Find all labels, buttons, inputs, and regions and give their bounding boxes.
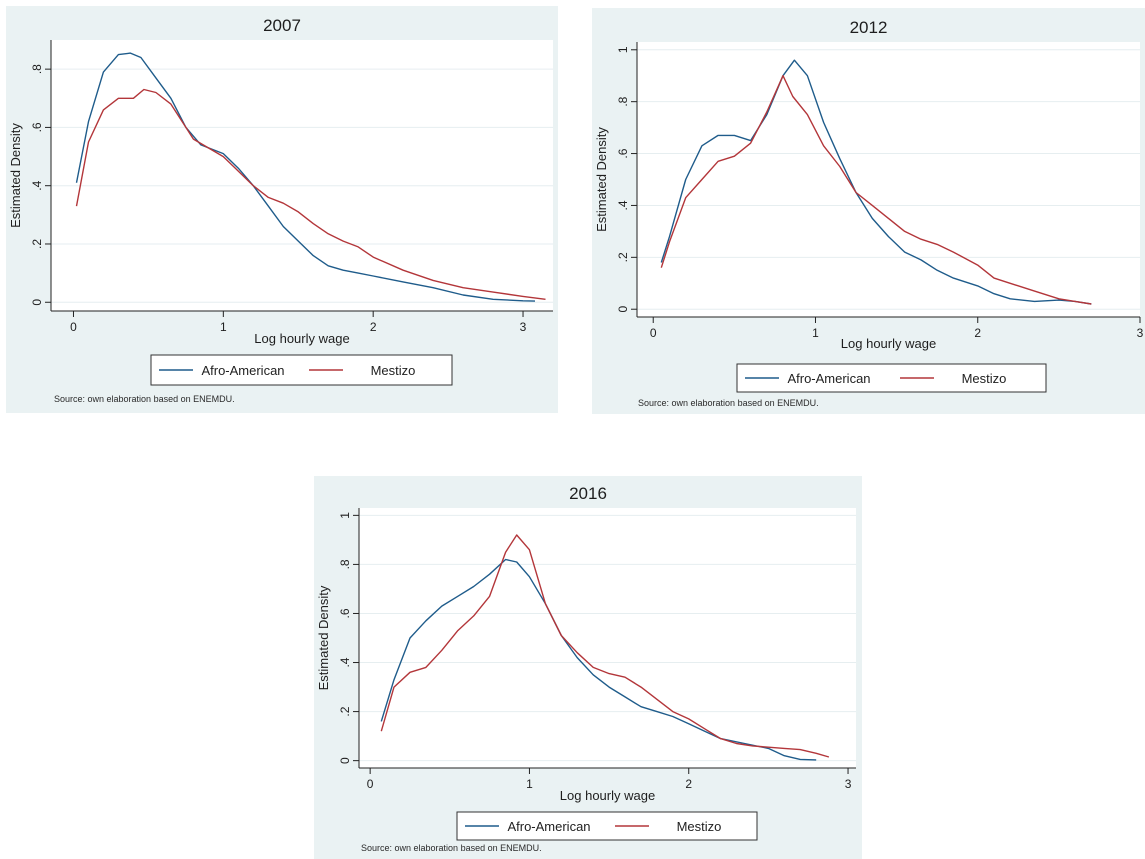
legend-label-mestizo: Mestizo [677, 819, 722, 834]
chart-title: 2016 [569, 484, 607, 503]
chart-title: 2007 [263, 16, 301, 35]
x-tick-label: 0 [650, 326, 657, 340]
x-tick-label: 2 [974, 326, 981, 340]
x-axis-label: Log hourly wage [560, 788, 655, 803]
legend-label-mestizo: Mestizo [371, 363, 416, 378]
x-tick-label: 3 [520, 320, 527, 334]
chart-2007-svg: 2007 0 .2 .4 .6 .8 0 1 2 3 Log hourly wage Estimate… [8, 16, 553, 404]
y-axis-label: Estimated Density [316, 585, 331, 690]
y-tick-label: .6 [30, 122, 44, 132]
y-tick-label: .8 [30, 64, 44, 74]
y-tick-label: .8 [616, 96, 630, 106]
legend-label-afro: Afro-American [787, 371, 870, 386]
x-tick-label: 2 [685, 777, 692, 791]
x-tick-label: 1 [220, 320, 227, 334]
chart-2012-svg: 2012 0 .2 .4 .6 .8 1 0 1 2 3 Log hourly wage Estimat… [594, 18, 1144, 408]
x-tick-label: 2 [370, 320, 377, 334]
y-axis-label: Estimated Density [8, 123, 23, 228]
y-tick-label: 0 [30, 299, 44, 306]
y-tick-label: 1 [338, 512, 352, 519]
x-axis-label: Log hourly wage [254, 331, 349, 346]
y-tick-label: .8 [338, 559, 352, 569]
legend-box [150, 354, 453, 386]
y-tick-label: .4 [30, 180, 44, 190]
y-tick-label: 0 [616, 306, 630, 313]
legend-label-afro: Afro-American [507, 819, 590, 834]
legend-label-mestizo: Mestizo [962, 371, 1007, 386]
series-line-afro [380, 558, 817, 761]
series-line-mestizo [380, 534, 830, 758]
y-tick-label: .4 [616, 200, 630, 210]
y-tick-label: 1 [616, 46, 630, 53]
source-note: Source: own elaboration based on ENEMDU. [361, 843, 542, 853]
chart-2016-svg: 2016 0 .2 .4 .6 .8 1 0 1 2 3 Log hourly wage Estimat… [316, 484, 856, 853]
source-note: Source: own elaboration based on ENEMDU. [638, 398, 819, 408]
chart-title: 2012 [850, 18, 888, 37]
series-line-afro [75, 52, 536, 302]
y-tick-label: .6 [338, 608, 352, 618]
source-note: Source: own elaboration based on ENEMDU. [54, 394, 235, 404]
x-axis-label: Log hourly wage [841, 336, 936, 351]
legend-box [736, 363, 1047, 393]
plot-area [51, 40, 553, 311]
x-tick-label: 0 [70, 320, 77, 334]
y-tick-label: .6 [616, 148, 630, 158]
series-line-mestizo [75, 88, 546, 300]
legend-label-afro: Afro-American [201, 363, 284, 378]
y-tick-label: .2 [338, 706, 352, 716]
x-tick-label: 1 [526, 777, 533, 791]
y-axis-label: Estimated Density [594, 127, 609, 232]
x-tick-label: 0 [367, 777, 374, 791]
x-tick-label: 3 [845, 777, 852, 791]
plot-area [359, 508, 856, 768]
x-tick-label: 3 [1137, 326, 1144, 340]
legend-box [456, 811, 758, 841]
plot-area [637, 42, 1140, 317]
y-tick-label: .2 [30, 239, 44, 249]
y-tick-label: .2 [616, 252, 630, 262]
chart-panel-2016: 2016 0 .2 .4 .6 .8 1 0 1 2 3 Log hourly wage Estimat… [314, 476, 862, 859]
chart-panel-2007: 2007 0 .2 .4 .6 .8 0 1 2 3 Log hourly wage Estimate… [6, 6, 558, 413]
y-tick-label: .4 [338, 657, 352, 667]
series-line-mestizo [660, 75, 1092, 305]
chart-panel-2012: 2012 0 .2 .4 .6 .8 1 0 1 2 3 Log hourly wage Estimat… [592, 8, 1145, 414]
y-tick-label: 0 [338, 757, 352, 764]
x-tick-label: 1 [812, 326, 819, 340]
